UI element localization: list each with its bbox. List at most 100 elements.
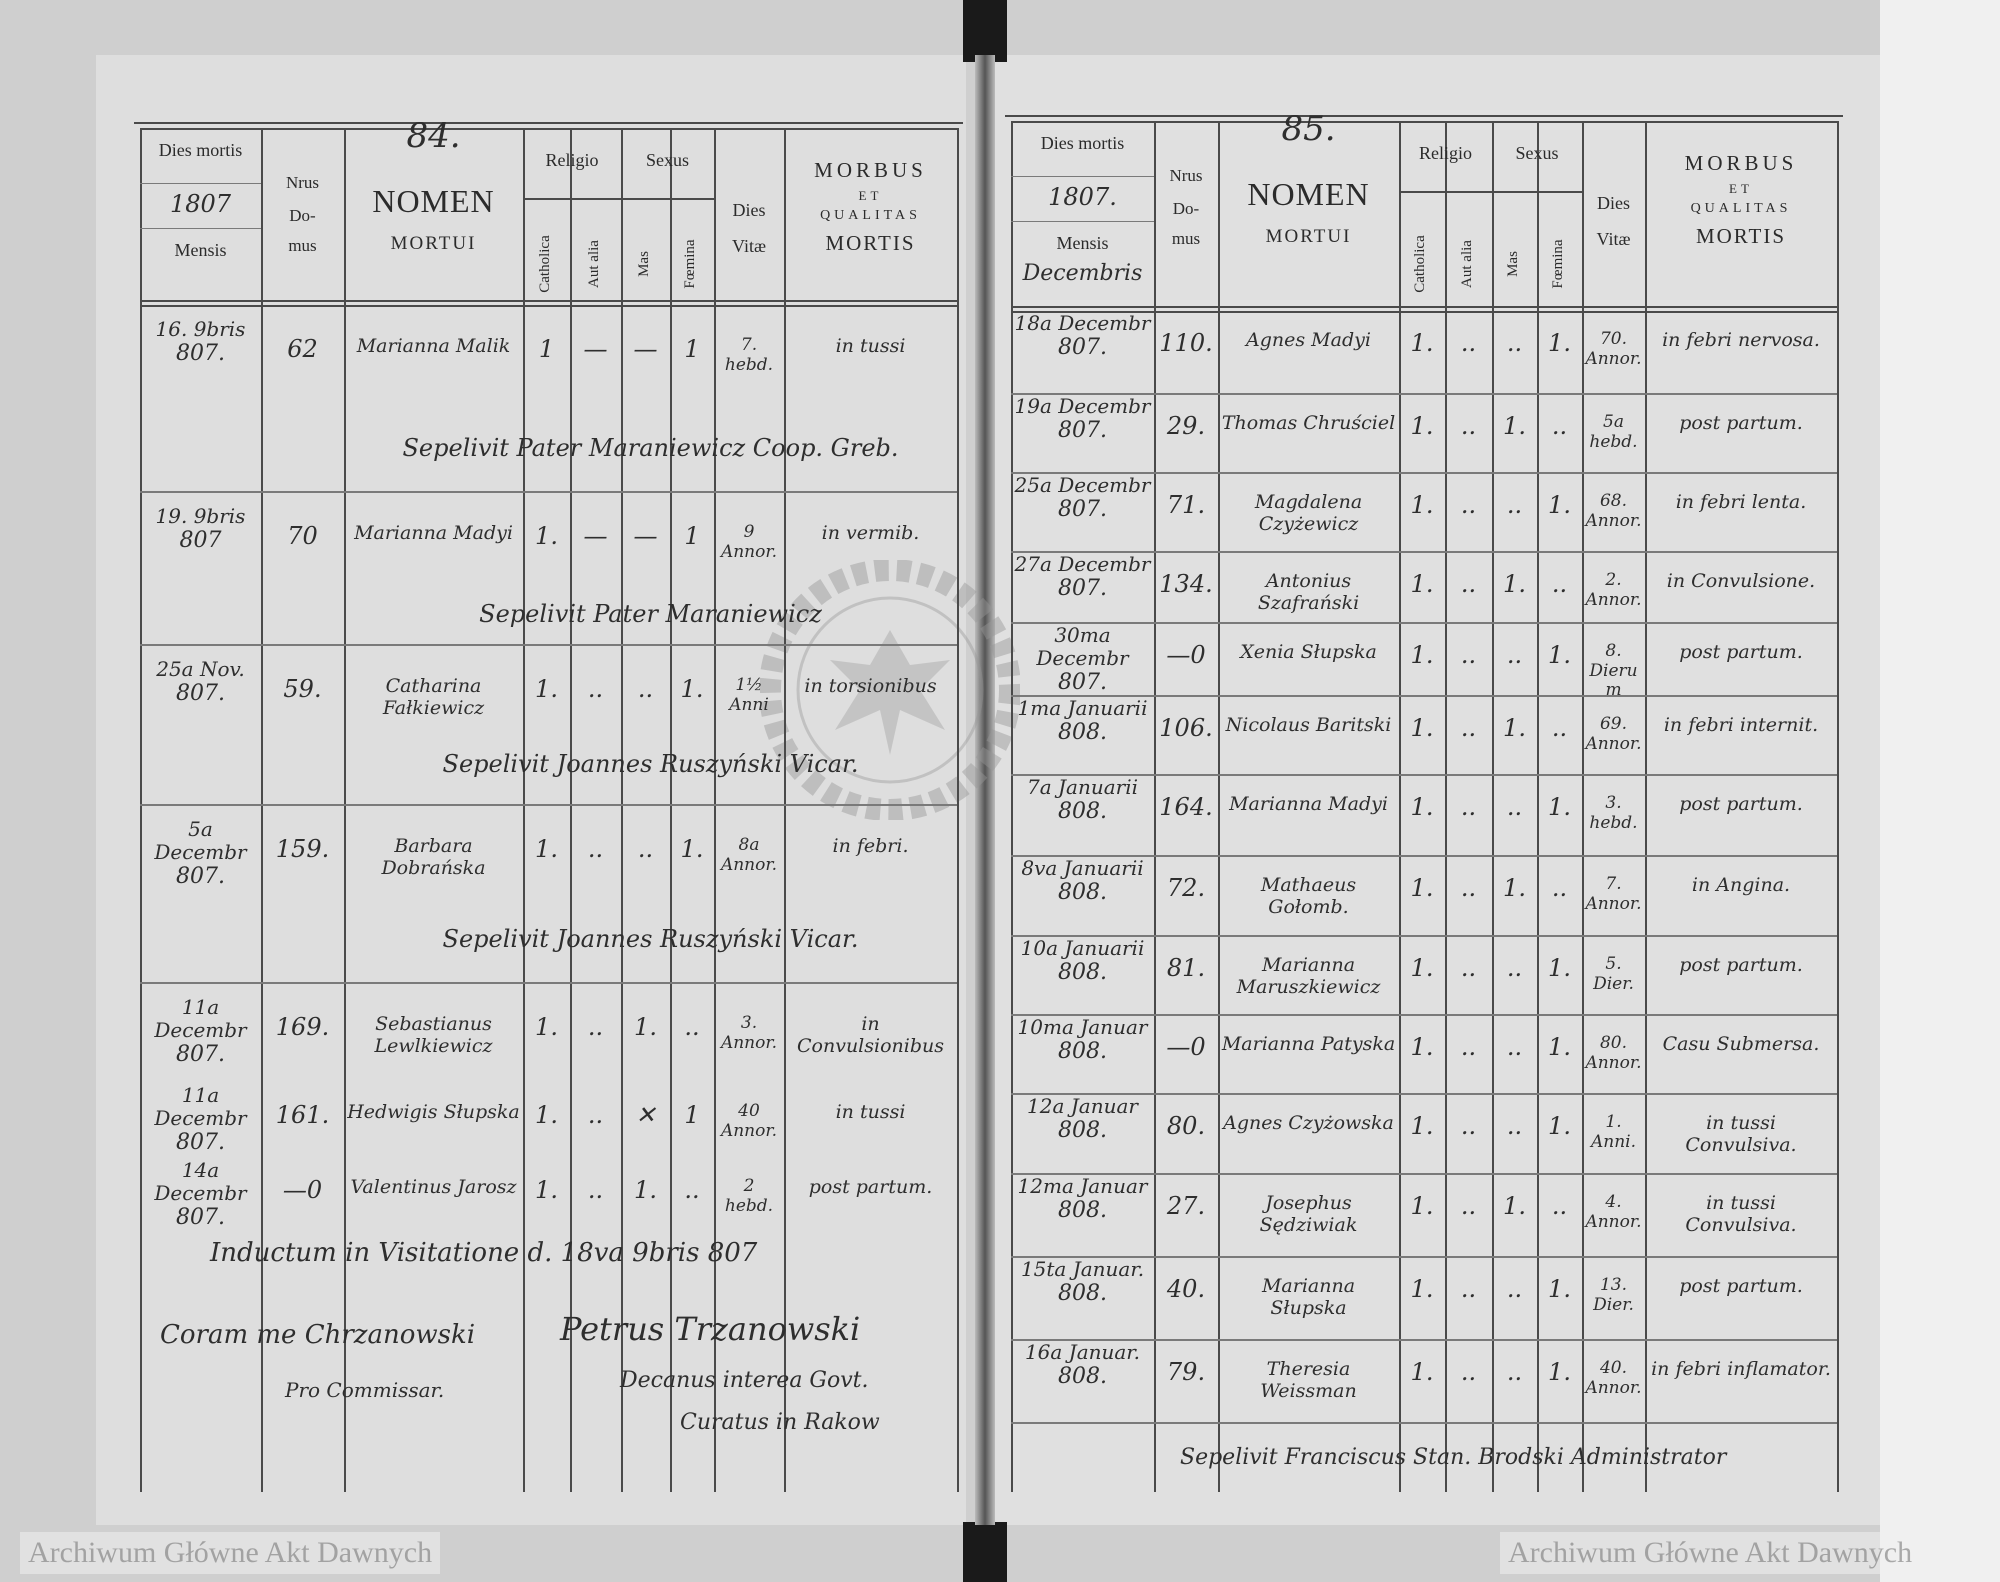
death-date-cell: 11a Decembr 807. — [140, 996, 261, 1068]
dies-vitae-cell: 13. Dier. — [1593, 1275, 1634, 1315]
nrus-label: Nrus — [285, 173, 320, 192]
column-rule — [714, 128, 716, 1492]
death-date: 12ma Januar — [1017, 1174, 1148, 1198]
death-date: 12a Januar — [1027, 1094, 1138, 1118]
death-year: 807. — [1058, 497, 1107, 522]
archive-stamp — [760, 560, 1020, 820]
death-date: 27a Decembr — [1014, 552, 1151, 576]
mas-cell: 1. — [634, 1176, 657, 1204]
column-rule — [670, 128, 672, 1492]
death-date-cell: 16. 9bris 807. — [140, 318, 261, 367]
foemina-cell: 1 — [684, 1101, 700, 1129]
name-cell: Mathaeus Gołomb. — [1260, 874, 1357, 918]
morbus-cell: in febri internit. — [1663, 714, 1819, 736]
death-year: 807 — [179, 528, 222, 553]
mas-cell: .. — [1506, 793, 1523, 821]
dies-vitae-cell: 5a hebd. — [1589, 412, 1638, 452]
column-rule — [1492, 121, 1494, 1492]
domus-cell: 134. — [1159, 570, 1213, 598]
row-divider — [1011, 855, 1837, 857]
column-rule — [1837, 121, 1839, 1492]
name-cell: Valentinus Jarosz — [350, 1176, 517, 1198]
mas-cell: 1. — [1503, 874, 1526, 902]
aut-alia-cell: .. — [1460, 714, 1477, 742]
row-divider — [1011, 1014, 1837, 1016]
morbus-cell: Casu Submersa. — [1662, 1033, 1820, 1055]
death-year: 808. — [1058, 1118, 1107, 1143]
month-value: Decembris — [1022, 261, 1143, 286]
morbus-cell: in febri lenta. — [1675, 491, 1807, 513]
name-cell: Marianna Madyi — [1229, 793, 1388, 815]
domus-cell: —0 — [282, 1176, 323, 1204]
dies-vitae-cell: 3. hebd. — [1589, 793, 1638, 833]
domus-cell: 40. — [1166, 1275, 1206, 1303]
domus-cell: 80. — [1166, 1112, 1206, 1140]
death-year: 807. — [176, 341, 225, 366]
page-number: 84. — [406, 116, 461, 156]
foemina-cell: .. — [684, 1013, 700, 1041]
morbus-cell: post partum. — [1679, 1275, 1803, 1297]
row-divider — [140, 804, 957, 806]
mas-cell: .. — [1506, 954, 1523, 982]
name-cell: Marianna Maruszkiewicz — [1236, 954, 1381, 998]
dies-vitae-cell: 40. Annor. — [1585, 1358, 1642, 1398]
aut-alia-cell: .. — [1460, 412, 1477, 440]
foemina-cell: 1. — [1548, 491, 1571, 519]
foemina-cell: 1. — [1548, 1358, 1571, 1386]
mas-cell: .. — [637, 675, 654, 703]
domus-cell: 79. — [1166, 1358, 1206, 1386]
death-date: 18a Decembr — [1014, 311, 1151, 335]
domus-cell: 62 — [287, 335, 318, 363]
mortui-label: MORTUI — [390, 233, 477, 254]
commissar-note: Pro Commissar. — [285, 1378, 445, 1402]
mas-cell: .. — [1506, 1033, 1523, 1061]
death-year: 808. — [1058, 799, 1107, 824]
morbus-label: MORBUS — [1684, 151, 1798, 175]
morbus-cell: post partum. — [1679, 793, 1803, 815]
mas-label: Mas — [635, 251, 652, 277]
death-date-cell: 19. 9bris 807 — [140, 505, 261, 554]
vitae-label: Vitæ — [1596, 229, 1631, 249]
mas-cell: — — [633, 522, 658, 550]
morbus-cell: in febri nervosa. — [1662, 329, 1820, 351]
mas-cell: .. — [1506, 329, 1523, 357]
header-divider — [1011, 306, 1837, 308]
death-date-cell: 19a Decembr 807. — [1011, 395, 1154, 444]
mensis-label: Mensis — [1056, 233, 1109, 253]
aut-alia-cell: — — [583, 522, 608, 550]
name-cell: Nicolaus Baritski — [1225, 714, 1392, 736]
death-date-cell: 7a Januarii 808. — [1011, 775, 1154, 825]
header-divider — [140, 300, 957, 302]
name-cell: Hedwigis Słupska — [347, 1101, 520, 1123]
morbus-cell: post partum. — [1679, 641, 1803, 663]
dies-vitae-cell: 2 hebd. — [724, 1176, 774, 1216]
table-border-top-inner — [140, 128, 957, 130]
dies-label: Dies — [732, 200, 766, 220]
domus-cell: 159. — [275, 835, 330, 863]
decanus-title: Decanus interea Govt. — [620, 1368, 869, 1393]
mus-label: mus — [1171, 229, 1201, 248]
death-date: 7a Januarii — [1027, 775, 1138, 799]
mas-cell: 1. — [1503, 570, 1526, 598]
death-date-cell: 18a Decembr 807. — [1011, 311, 1154, 361]
mas-cell: 1. — [1503, 412, 1526, 440]
catholica-cell: 1 — [538, 335, 555, 363]
nrus-label: Nrus — [1169, 166, 1203, 185]
column-rule — [1154, 121, 1156, 1492]
foemina-cell: 1. — [1548, 1033, 1571, 1061]
death-year: 807. — [176, 1130, 225, 1155]
header-divider-2 — [140, 305, 957, 307]
death-date-cell: 10a Januarii 808. — [1011, 937, 1154, 986]
death-year: 807. — [1058, 335, 1107, 360]
domus-cell: 27. — [1166, 1192, 1206, 1220]
morbus-cell: post partum. — [1679, 954, 1803, 976]
do-label: Do- — [1172, 199, 1200, 218]
death-year: 807. — [176, 1042, 225, 1067]
name-cell: Xenia Słupska — [1240, 641, 1377, 663]
mas-cell: .. — [1506, 1275, 1523, 1303]
foemina-cell: .. — [1551, 874, 1568, 902]
column-rule — [261, 128, 263, 1492]
foemina-label: Fœmina — [1549, 238, 1566, 289]
row-divider — [1011, 774, 1837, 776]
aut-alia-cell: .. — [1460, 1033, 1477, 1061]
